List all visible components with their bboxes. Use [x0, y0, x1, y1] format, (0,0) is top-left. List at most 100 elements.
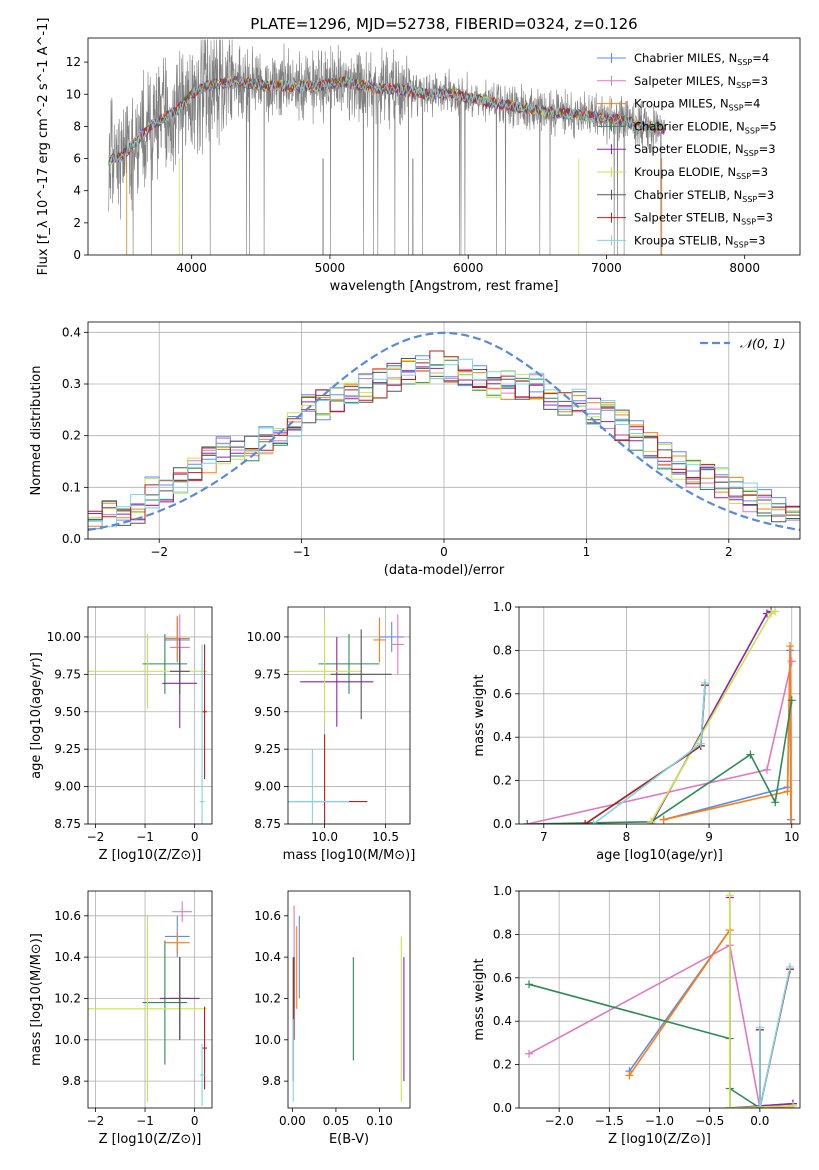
- x-tick-label: −2: [150, 545, 168, 559]
- y-tick-label: 8: [73, 119, 81, 133]
- y-tick-label: 2: [73, 216, 81, 230]
- series-chabrier-elodie: [525, 980, 764, 1108]
- plot-area: [288, 614, 404, 824]
- model-kroupa-stelib: [108, 76, 665, 166]
- y-tick-label: 0.6: [493, 687, 512, 701]
- x-tick-label: 1: [583, 545, 591, 559]
- panel-mass-vs-EBV: 0.00 0.05 0.10 9.8 10.0 10.2 10.4 10.6 E(B-V): [254, 890, 411, 1147]
- point-salpeter-miles: [172, 901, 193, 922]
- series-kroupa-stelib: [755, 962, 794, 1108]
- y-tick-label: 10.0: [54, 1033, 81, 1047]
- point-chabrier-elodie: [318, 633, 380, 694]
- marker: [786, 820, 795, 824]
- x-tick-label: 6000: [453, 261, 484, 275]
- y-tick-label: 0.2: [493, 1058, 512, 1072]
- axes-frame: [287, 890, 411, 1109]
- marker: [785, 962, 794, 971]
- marker: [788, 1101, 797, 1108]
- x-tick-label: 10.5: [372, 830, 399, 844]
- marker: [762, 765, 771, 774]
- legend-label: Chabrier STELIB, NSSP=3: [634, 188, 774, 204]
- panel-mass-vs-Z: −2 −1 0 9.8 10.0 10.2 10.4 10.6 Z [log10(Z/Z⊙)] m…: [29, 890, 213, 1147]
- series-line: [628, 927, 793, 1108]
- x-axis-label: Z [log10(Z/Z⊙)]: [608, 1132, 711, 1147]
- axes-frame: [87, 37, 801, 256]
- x-tick-label: −1: [136, 1114, 154, 1128]
- axes-frame: [87, 321, 801, 540]
- point-chabrier-stelib: [169, 648, 190, 694]
- panel-age-vs-mass: 10.0 10.5 8.75 9.00 9.25 9.50 9.75 10.00 mass [l…: [247, 606, 416, 863]
- plot-area: [525, 891, 797, 1108]
- marker: [700, 678, 709, 687]
- y-tick-label: 10: [66, 87, 81, 101]
- legend-label: 𝒩(0, 1): [740, 336, 786, 351]
- marker: [525, 980, 534, 989]
- x-tick-label: 2: [725, 545, 733, 559]
- x-tick-label: −1: [293, 545, 311, 559]
- x-axis-label: mass [log10(M/M⊙)]: [283, 848, 416, 863]
- x-tick-label: 0: [191, 1114, 199, 1128]
- point-kroupa-miles: [164, 932, 190, 953]
- plot-area: [88, 331, 800, 531]
- y-tick-label: 0.0: [62, 532, 81, 546]
- axes-frame: [518, 890, 801, 1109]
- marker: [771, 607, 780, 616]
- x-tick-label: 9: [705, 830, 713, 844]
- series-line: [527, 700, 793, 824]
- x-tick-label: 7: [540, 830, 548, 844]
- y-axis-label: mass [log10(M/M⊙)]: [29, 933, 44, 1066]
- hist-kroupa-stelib: [88, 358, 800, 528]
- x-tick-label: −1.0: [645, 1114, 674, 1128]
- point-chabrier-elodie: [142, 940, 188, 1065]
- x-tick-label: −2.0: [545, 1114, 574, 1128]
- y-tick-label: 9.50: [254, 705, 281, 719]
- legend-label: Salpeter ELODIE, NSSP=3: [634, 142, 776, 158]
- x-axis-label: age [log10(age/yr)]: [596, 848, 723, 863]
- series-line: [650, 610, 776, 823]
- axes-frame: [87, 606, 213, 825]
- x-tick-label: 4000: [176, 261, 207, 275]
- point-kroupa-elodie: [88, 915, 208, 1102]
- y-tick-label: 0.2: [493, 774, 512, 788]
- panel-weight-vs-Z: −2.0 −1.5 −1.0 −0.5 0.0 0.0 0.2 0.4 0.6 0.8 1.0 Z […: [472, 884, 801, 1147]
- y-tick-label: 10.00: [247, 630, 281, 644]
- y-tick-label: 10.0: [254, 1033, 281, 1047]
- x-tick-label: 0: [440, 545, 448, 559]
- panel-weight-vs-age: 7 8 9 10 0.0 0.2 0.4 0.6 0.8 1.0 age [log10(age/yr…: [472, 600, 801, 863]
- y-tick-label: 0: [73, 248, 81, 262]
- legend-label: Chabrier MILES, NSSP=4: [634, 51, 769, 67]
- data-spectrum: [108, 39, 665, 255]
- y-tick-label: 9.75: [54, 667, 81, 681]
- legend-label: Kroupa ELODIE, NSSP=3: [634, 165, 768, 181]
- legend-label: Kroupa STELIB, NSSP=3: [634, 233, 765, 249]
- marker: [725, 891, 734, 900]
- marker: [659, 815, 668, 824]
- y-tick-label: 9.25: [54, 742, 81, 756]
- y-tick-label: 10.6: [54, 909, 81, 923]
- marker: [767, 609, 776, 618]
- series-line: [528, 983, 761, 1108]
- y-tick-label: 10.2: [254, 991, 281, 1005]
- x-axis-label: Z [log10(Z/Z⊙)]: [99, 1132, 202, 1147]
- y-tick-label: 8.75: [54, 817, 81, 831]
- x-tick-label: 0: [191, 830, 199, 844]
- axes-frame: [518, 606, 801, 825]
- series-line: [592, 682, 706, 824]
- x-tick-label: 8: [623, 830, 631, 844]
- y-tick-label: 8.75: [254, 817, 281, 831]
- y-tick-label: 0.8: [493, 643, 512, 657]
- y-tick-label: 10.4: [54, 950, 81, 964]
- marker: [787, 657, 796, 666]
- axes-frame: [287, 606, 411, 825]
- figure-title: PLATE=1296, MJD=52738, FIBERID=0324, z=0…: [250, 15, 637, 33]
- legend-label: Kroupa MILES, NSSP=4: [634, 97, 760, 113]
- plot-area: [523, 607, 796, 824]
- y-tick-label: 0.2: [62, 429, 81, 443]
- y-axis-label: Flux [f_λ 10^-17 erg cm^-2 s^-1 A^-1]: [36, 18, 51, 276]
- legend: 𝒩(0, 1): [700, 336, 786, 351]
- panel-spectrum: 4000 5000 6000 7000 8000 0 2 4 6 8 10 12 wavelength …: [36, 18, 801, 294]
- marker: [589, 820, 598, 824]
- point-kroupa-miles: [373, 617, 386, 663]
- y-axis-label: Normed distribution: [29, 366, 44, 496]
- normal-curve: [88, 331, 800, 531]
